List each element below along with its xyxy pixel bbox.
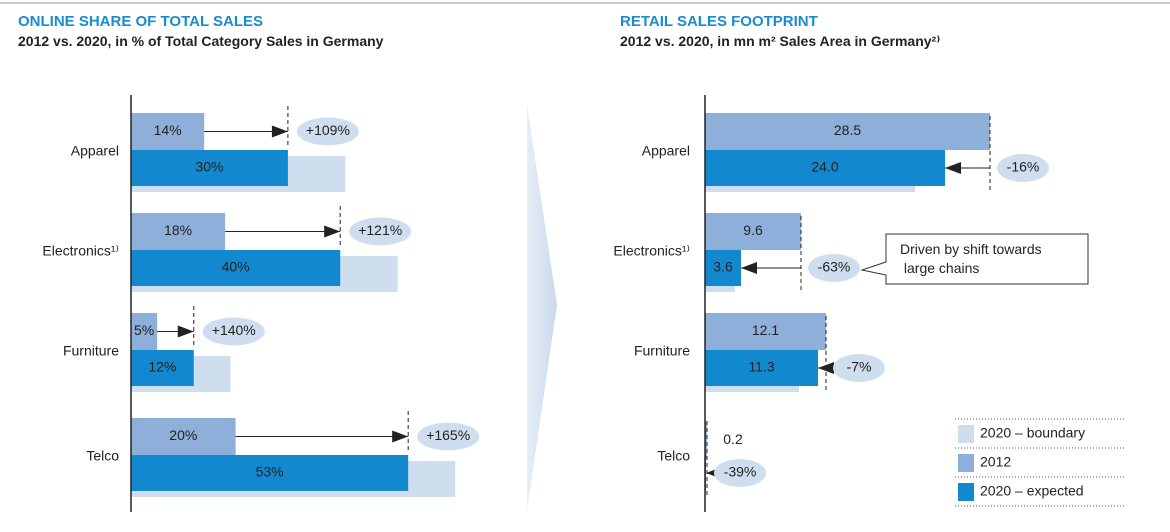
chevron [527,105,557,510]
category-label: Electronics¹⁾ [613,243,690,259]
arrow-head [271,125,288,138]
change-label: +165% [426,427,470,443]
value-label: 40% [222,259,250,275]
bar-2012 [131,113,205,150]
bar-2012 [131,313,158,350]
arrow-head [945,162,961,174]
category-label: Apparel [71,143,119,159]
category-label: Furniture [63,343,119,359]
category-label: Telco [657,448,690,464]
value-label: 30% [195,159,223,175]
value-label: 20% [169,427,197,443]
change-label: -16% [1007,159,1040,175]
change-label: +140% [212,322,256,338]
arrow-head [324,225,341,238]
value-label: 3.6 [713,259,733,275]
value-label: 14% [154,122,182,138]
category-label: Telco [86,448,119,464]
bar-2020 [705,150,945,186]
bar-2012 [705,113,990,150]
bar-2020 [131,150,288,186]
value-label: 12.1 [752,322,779,338]
change-label: -63% [818,259,851,275]
legend-swatch [958,425,974,443]
bar-2012 [131,418,236,455]
legend-label: 2020 – expected [980,483,1084,499]
legend-swatch [958,454,974,472]
chart-subtitle: 2012 vs. 2020, in mn m² Sales Area in Ge… [620,33,940,49]
category-label: Furniture [634,343,690,359]
value-label: 9.6 [743,222,763,238]
arrow-head [392,430,409,443]
bar-2012 [705,213,801,250]
value-label: 53% [256,464,284,480]
change-badge [714,459,766,487]
annotation: Driven by shift towards large chains [860,233,1089,285]
value-label: 24.0 [811,159,838,175]
bar-2020 [131,350,194,386]
category-label: Apparel [642,143,690,159]
value-label: 12% [148,359,176,375]
annotation-text: Driven by shift towards large chains [900,241,1042,276]
arrow-head [741,262,757,274]
value-label: 28.5 [834,122,861,138]
bar-2020 [705,250,741,286]
category-label: Electronics¹⁾ [42,243,119,259]
change-badge [349,217,412,246]
arrow-head [818,362,834,374]
value-label: 18% [164,222,192,238]
bar-2020 [131,250,341,286]
bar-2012 [705,422,707,459]
value-label: 0.2 [723,431,743,447]
change-label: +109% [306,122,350,138]
change-label: -39% [724,464,757,480]
legend-label: 2012 [980,454,1011,470]
legend-swatch [958,483,974,501]
change-badge [808,254,860,282]
bar-2012 [705,313,826,350]
value-label: 11.3 [748,359,774,375]
change-badge [833,354,885,382]
bar-2020 [705,350,818,386]
arrow-head [177,325,194,338]
change-badge [296,117,359,146]
bar-2012 [131,213,226,250]
legend: 2020 – boundary 2012 2020 – expected [955,418,1125,507]
legend-label: 2020 – boundary [980,425,1085,441]
change-badge [997,154,1049,182]
change-label: -7% [847,359,872,375]
value-label: 5% [134,322,154,338]
change-badge [202,317,265,346]
chart-title: ONLINE SHARE OF TOTAL SALES [18,13,263,30]
bar-2020 [131,455,409,491]
chart-subtitle: 2012 vs. 2020, in % of Total Category Sa… [18,33,384,49]
change-label: +121% [358,222,402,238]
chart-title: RETAIL SALES FOOTPRINT [620,13,818,30]
change-badge [417,422,480,451]
